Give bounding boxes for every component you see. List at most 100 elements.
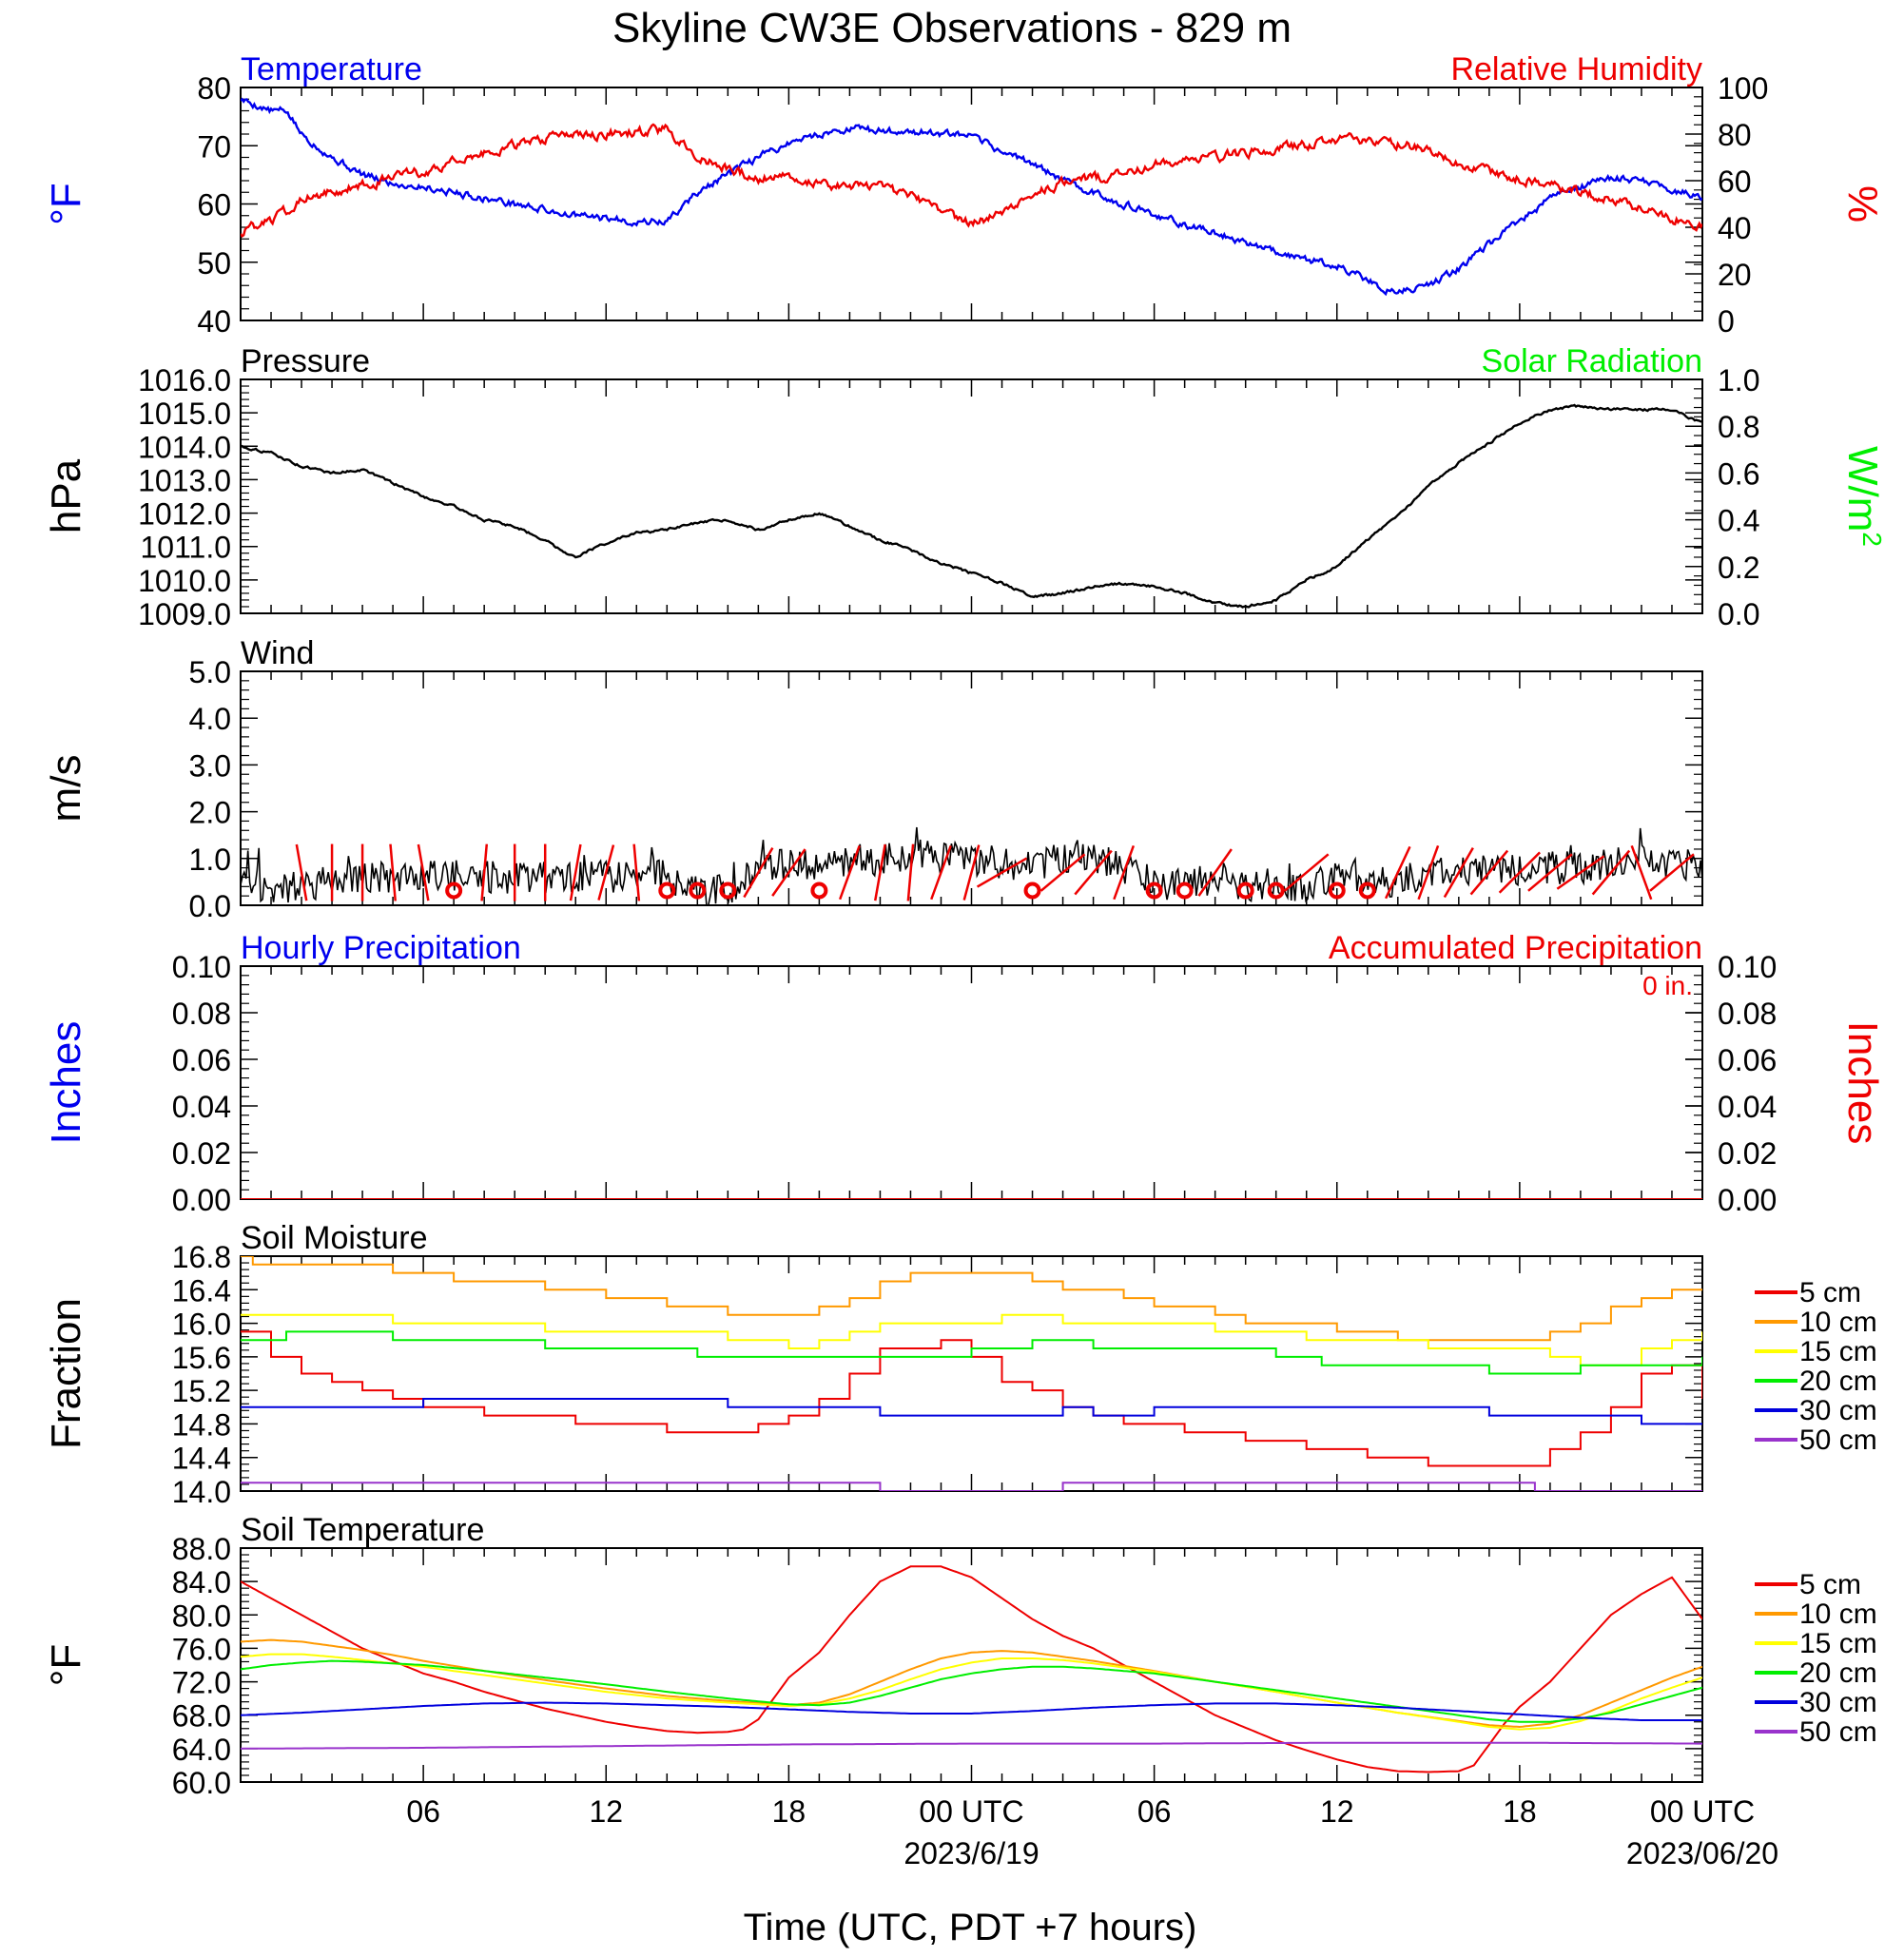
legend-label: 50 cm [1799,1716,1877,1748]
panels: 80 70 60 50 40 100 80 60 40 20 0 Temperature Relativ… [43,51,1888,1800]
wind-barb [1630,844,1653,901]
right-axis-label: W/m2 [1839,446,1888,547]
legend-label: 15 cm [1799,1628,1877,1659]
wind-barb [597,844,615,901]
left-tick-label: 72.0 [172,1666,231,1700]
panel-title-right: Solar Radiation [1482,343,1702,379]
legend-label: 10 cm [1799,1307,1877,1338]
calm-circle [810,882,828,900]
series-line-50-cm [241,1741,1702,1750]
panel-title-right: Accumulated Precipitation [1329,930,1702,966]
wind-barb [1197,848,1233,897]
left-tick-label: 16.4 [172,1273,231,1308]
series-line-50-cm [241,1482,1702,1491]
panel-soil-temperature: 88.084.080.076.072.068.064.060.0 Soil Tem… [43,1512,1877,1800]
left-tick-label: 84.0 [172,1565,231,1599]
left-axis-label: m/s [43,755,89,823]
series-line-15-cm [241,1653,1702,1731]
right-tick-label: 0.10 [1718,950,1777,984]
right-axis-label-sup: 2 [1858,532,1888,547]
left-tick-label: 4.0 [189,702,231,736]
series-line-5-cm [241,1565,1702,1773]
calm-circle [1267,882,1285,900]
left-tick-label: 14.8 [172,1407,231,1442]
time-axis-label: Time (UTC, PDT +7 hours) [744,1907,1197,1948]
wind-barb [906,843,915,901]
right-tick-label: 0.4 [1718,504,1759,538]
legend-label: 30 cm [1799,1687,1877,1718]
series-line-20-cm [241,1330,1702,1375]
left-tick-label: 0.02 [172,1136,231,1171]
plot-area [241,403,1702,609]
panel-title-left: Soil Moisture [241,1220,428,1256]
right-axis-label: Inches [1839,1021,1886,1145]
right-tick-label: 0.00 [1718,1183,1777,1217]
panel-title-right: Relative Humidity [1450,51,1702,87]
panel-temp-rh: 80 70 60 50 40 100 80 60 40 20 0 Temperature Relativ… [43,51,1886,339]
time-axis: 06 12 18 00 UTC 06 12 18 00 UTC 2023/6/19 2023/06… [406,1794,1778,1870]
calm-circle [1236,882,1254,900]
x-tick-label: 06 [406,1794,440,1829]
left-tick-label: 16.0 [172,1308,231,1342]
calm-circle [1023,882,1041,900]
wind-barb [838,844,861,901]
left-axis-label: °F [43,183,89,224]
left-tick-label: 3.0 [189,748,231,783]
panel-title-left: Soil Temperature [241,1512,484,1548]
left-tick-label: 14.0 [172,1475,231,1509]
left-tick-label: 70 [197,129,231,164]
left-axis-label: Inches [43,1021,89,1145]
wind-barb [1556,855,1605,890]
right-tick-label: 0.08 [1718,997,1777,1031]
left-tick-label: 0.00 [172,1183,231,1217]
wind-barb [976,857,1028,888]
left-axis-label: hPa [43,458,89,533]
legend-label: 50 cm [1799,1424,1877,1456]
left-tick-label: 80.0 [172,1599,231,1633]
wind-barb [743,846,774,899]
plot-area [241,1256,1702,1491]
right-tick-label: 1.0 [1718,363,1759,397]
legend-label: 15 cm [1799,1336,1877,1367]
left-tick-label: 80 [197,71,231,106]
wind-barb [873,843,886,901]
series-line-15-cm [241,1313,1702,1366]
calm-circle [719,882,737,900]
left-tick-label: 40 [197,304,231,339]
wind-barb [1074,849,1113,896]
right-tick-label: 0.6 [1718,456,1759,491]
right-tick-label: 0.2 [1718,551,1759,585]
left-tick-label: 0.08 [172,997,231,1031]
wind-barb [962,844,981,901]
left-tick-label: 16.8 [172,1240,231,1274]
legend-label: 5 cm [1799,1569,1861,1600]
left-tick-label: 1013.0 [138,463,231,497]
right-tick-label: 0.04 [1718,1090,1777,1124]
left-tick-label: 1010.0 [138,564,231,598]
right-tick-label: 20 [1718,258,1752,292]
right-tick-label: 60 [1718,165,1752,199]
panel-precip: 0.10 0.08 0.06 0.04 0.02 0.00 0.10 0.08 0.06 0.04… [43,930,1886,1217]
left-tick-label: 1012.0 [138,497,231,532]
left-tick-label: 1015.0 [138,397,231,431]
right-tick-label: 0.8 [1718,410,1759,444]
panel-pressure: 1016.01015.01014.01013.01012.01011.01010… [43,343,1888,631]
wind-barb [295,843,308,901]
x-date-label: 2023/06/20 [1626,1836,1778,1870]
right-axis-label: % [1839,185,1886,223]
panel-annotation: 0 in. [1642,971,1693,1000]
right-tick-label: 0.0 [1718,597,1759,631]
calm-circle [1358,882,1376,900]
wind-barb [1649,853,1695,892]
wind-barb [1417,844,1440,901]
x-tick-label: 06 [1137,1794,1172,1829]
wind-barbs [295,843,1695,901]
wind-barb [1384,845,1411,900]
panel-wind: 5.0 4.0 3.0 2.0 1.0 0.0 Wind m/s [43,635,1703,923]
wind-barb [930,844,952,901]
panel-title-left: Pressure [241,343,370,379]
left-tick-label: 88.0 [172,1532,231,1566]
left-tick-label: 64.0 [172,1733,231,1767]
left-tick-label: 68.0 [172,1699,231,1734]
